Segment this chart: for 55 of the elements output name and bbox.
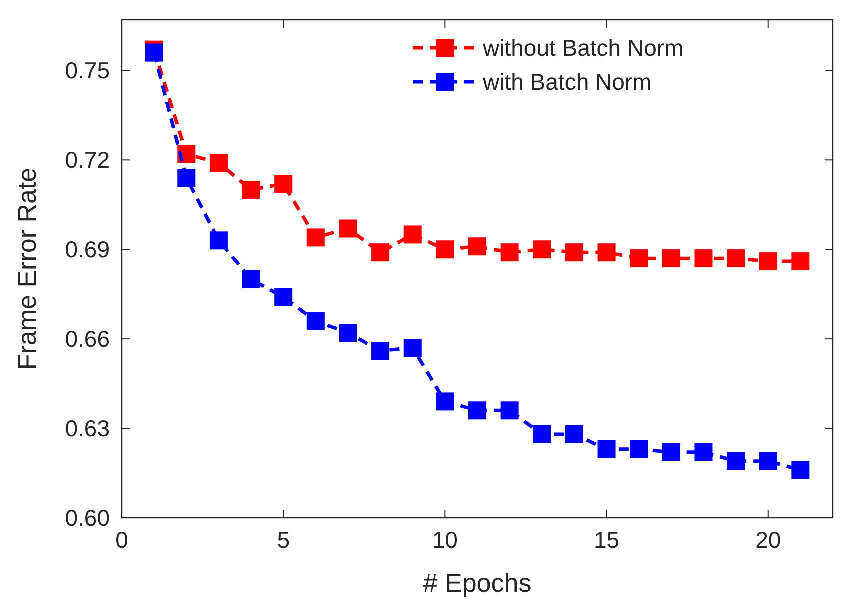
point [792,252,810,271]
x-tick-label: 20 [756,527,782,553]
x-tick-label: 10 [432,527,458,553]
point [792,461,810,480]
y-tick-label: 0.60 [65,505,110,532]
point [468,238,486,256]
legend-label: with Batch Norm [482,69,652,96]
point [404,339,422,358]
point [436,392,454,411]
point [339,324,358,342]
point [242,180,260,199]
point [339,220,358,238]
y-tick-label: 0.69 [65,236,110,263]
point [274,288,293,306]
point [372,342,390,360]
point [662,443,680,462]
point [500,244,519,262]
point [145,44,164,62]
point [694,443,713,462]
x-tick-label: 15 [594,527,620,553]
point [727,452,746,470]
y-tick-label: 0.66 [65,326,110,352]
y-tick-label: 0.72 [65,147,110,174]
y-tick-label: 0.63 [65,416,110,442]
y-tick-label: 0.75 [65,58,110,84]
point [727,250,746,268]
point [210,232,228,250]
point [210,154,228,172]
x-tick-label: 0 [116,527,128,553]
point [533,426,552,444]
point [630,250,648,268]
x-tick-label: 5 [277,527,290,553]
point [598,440,616,458]
legend-label: without Batch Norm [482,35,684,62]
point [468,402,486,420]
x-axis-title: # Epochs [423,568,532,598]
point [533,240,552,259]
point [306,228,325,247]
point [372,244,390,262]
point [178,169,196,188]
point [404,226,422,244]
point [759,252,778,271]
point [274,175,293,194]
point [306,312,325,330]
point [436,240,454,259]
point [565,244,584,262]
point [630,440,648,458]
point [565,426,584,444]
point [242,270,260,288]
point [598,244,616,262]
point [759,452,778,470]
y-axis-title: Frame Error Rate [12,168,42,370]
point [500,402,519,420]
point [694,250,713,268]
point [662,250,680,268]
